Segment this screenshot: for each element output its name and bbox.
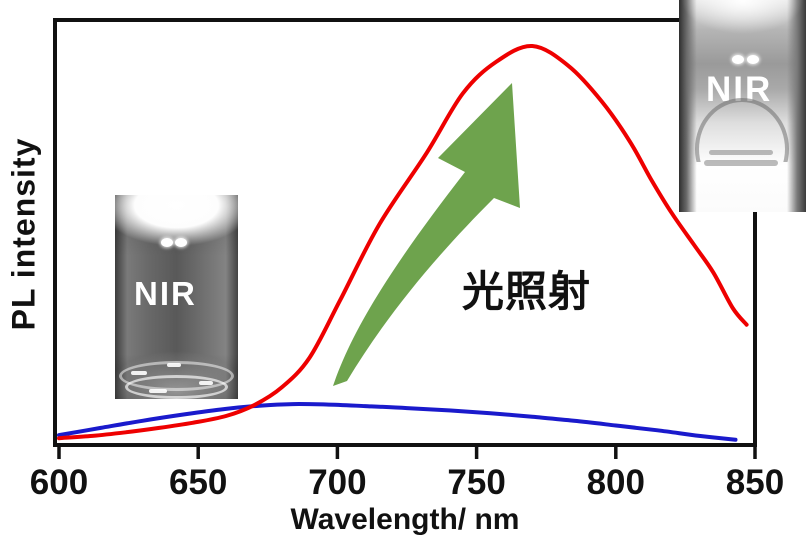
plot-frame xyxy=(53,18,757,447)
light-irradiation-arrow xyxy=(333,83,520,386)
x-axis-ticks: 600 650 700 750 800 850 xyxy=(30,445,784,502)
cap-reflection-dot xyxy=(732,55,744,64)
cap-reflection-dot xyxy=(747,55,759,64)
liquid-glint xyxy=(167,363,181,367)
x-tick-label: 700 xyxy=(308,463,366,502)
cap-reflection-dot xyxy=(161,238,173,247)
cap-reflection-dot xyxy=(175,238,187,247)
x-tick-label: 850 xyxy=(726,463,784,502)
nir-label-left: NIR xyxy=(134,275,197,312)
vial-photo-left: NIR xyxy=(115,195,238,399)
liquid-glint xyxy=(149,389,167,393)
x-tick-label: 600 xyxy=(30,463,88,502)
x-axis-label: Wavelength/ nm xyxy=(290,503,520,536)
blue-spectrum-curve xyxy=(57,402,738,442)
liquid-ring xyxy=(125,375,228,399)
light-irradiation-annotation: 光照射 xyxy=(462,268,592,315)
liquid-glint xyxy=(199,381,213,385)
red-spectrum-curve xyxy=(57,43,749,441)
liquid-glint xyxy=(131,371,147,375)
liquid-squiggle xyxy=(709,150,773,155)
vial-photo-right: NIR xyxy=(679,0,806,212)
y-axis-label: PL intensity xyxy=(5,137,42,331)
liquid-squiggle xyxy=(704,160,778,166)
x-tick-label: 650 xyxy=(169,463,227,502)
x-tick-label: 750 xyxy=(447,463,505,502)
x-tick-label: 800 xyxy=(587,463,645,502)
